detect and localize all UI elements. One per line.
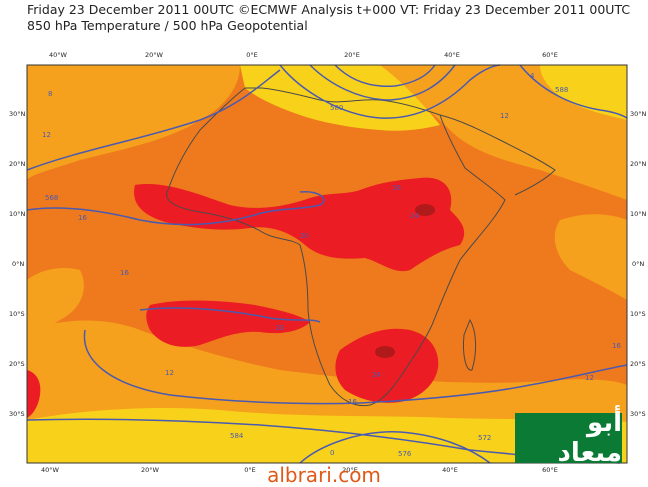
temp-label: 24 [410, 212, 419, 220]
temp-label: 20 [275, 324, 284, 332]
contour-label: 580 [330, 104, 343, 112]
temp-label: 12 [585, 374, 594, 382]
lon-label-top: 60°E [542, 51, 558, 59]
temp-label: 16 [78, 214, 87, 222]
orange-zone-east [554, 214, 627, 300]
geopotential-contour-7 [83, 329, 628, 405]
lon-label-bottom: 40°W [41, 466, 60, 474]
madagascar-coastline [463, 318, 477, 371]
abu-miad-logo: أبو ميعاد [515, 408, 622, 468]
lat-label-left: 20°N [9, 160, 26, 168]
temp-label: 0 [330, 449, 334, 457]
lon-label-top: 40°E [444, 51, 460, 59]
lat-label-left: 10°N [9, 210, 26, 218]
temp-label: 16 [612, 342, 621, 350]
temp-label: 12 [500, 112, 509, 120]
temp-label: 16 [348, 398, 357, 406]
lon-label-top: 0°E [246, 51, 258, 59]
geopotential-contour-5 [519, 64, 628, 119]
geopotential-contour-9 [299, 431, 491, 464]
orange-zone-west [27, 268, 84, 330]
lon-label-top: 20°E [344, 51, 360, 59]
temp-label: 12 [165, 369, 174, 377]
lat-label-right: 30°S [630, 410, 646, 418]
lat-label-right: 10°S [630, 310, 646, 318]
africa-coastline [166, 87, 506, 407]
lon-label-top: 20°W [145, 51, 164, 59]
map-title: Friday 23 December 2011 00UTC ©ECMWF Ana… [27, 2, 631, 17]
temp-label: 4 [530, 72, 535, 80]
geopotential-contour-2 [279, 64, 501, 119]
contour-label: 588 [555, 86, 568, 94]
temp-label: 16 [392, 184, 401, 192]
lon-label-top: 40°W [49, 51, 68, 59]
lon-label-bottom: 20°E [342, 466, 358, 474]
red-zone-south-atlantic [146, 300, 310, 347]
lat-label-right: 20°N [630, 160, 647, 168]
lat-label-left: 0°N [12, 260, 24, 268]
dark-red-spot-sudan [415, 204, 435, 216]
red-zone-southern-africa [335, 328, 439, 403]
lat-label-left: 30°N [9, 110, 26, 118]
geopotential-contour-6 [26, 191, 325, 226]
lat-label-left: 30°S [9, 410, 25, 418]
yellow-zone-south [27, 408, 627, 463]
yellow-zone-northeast [540, 65, 627, 120]
orange-zone-north [27, 65, 240, 180]
contour-label: 584 [230, 432, 244, 440]
contour-label: 568 [45, 194, 58, 202]
geopotential-contour-1 [26, 69, 281, 171]
lon-label-bottom: 40°E [442, 466, 458, 474]
geopotential-contour-4 [334, 64, 436, 88]
temp-label: 12 [42, 131, 51, 139]
lat-label-left: 20°S [9, 360, 25, 368]
temp-label: 24 [372, 371, 381, 379]
lat-label-right: 30°N [630, 110, 647, 118]
contour-label: 572 [478, 434, 491, 442]
lat-label-left: 10°S [9, 310, 25, 318]
yellow-zone-north [240, 65, 440, 131]
lon-label-bottom: 20°W [141, 466, 160, 474]
temp-label: 16 [120, 269, 129, 277]
contour-label: 576 [398, 450, 412, 458]
site-watermark[interactable]: albrari.com [267, 463, 381, 487]
lon-label-bottom: 60°E [542, 466, 558, 474]
red-zone-west-edge [27, 370, 41, 418]
red-zone-central-africa [134, 177, 465, 272]
geopotential-contour-10 [139, 307, 321, 323]
map-frame [26, 64, 628, 464]
arabia-coastline [439, 114, 556, 196]
lat-label-right: 0°N [632, 260, 644, 268]
map-subtitle: 850 hPa Temperature / 500 hPa Geopotenti… [27, 18, 308, 33]
dark-red-spot-south [375, 346, 395, 358]
lat-label-right: 10°N [630, 210, 647, 218]
temp-label: 20 [300, 232, 309, 240]
lon-label-bottom: 0°E [244, 466, 256, 474]
lat-label-right: 20°S [630, 360, 646, 368]
temp-label: 8 [48, 90, 52, 98]
geopotential-contour-3 [309, 64, 456, 101]
